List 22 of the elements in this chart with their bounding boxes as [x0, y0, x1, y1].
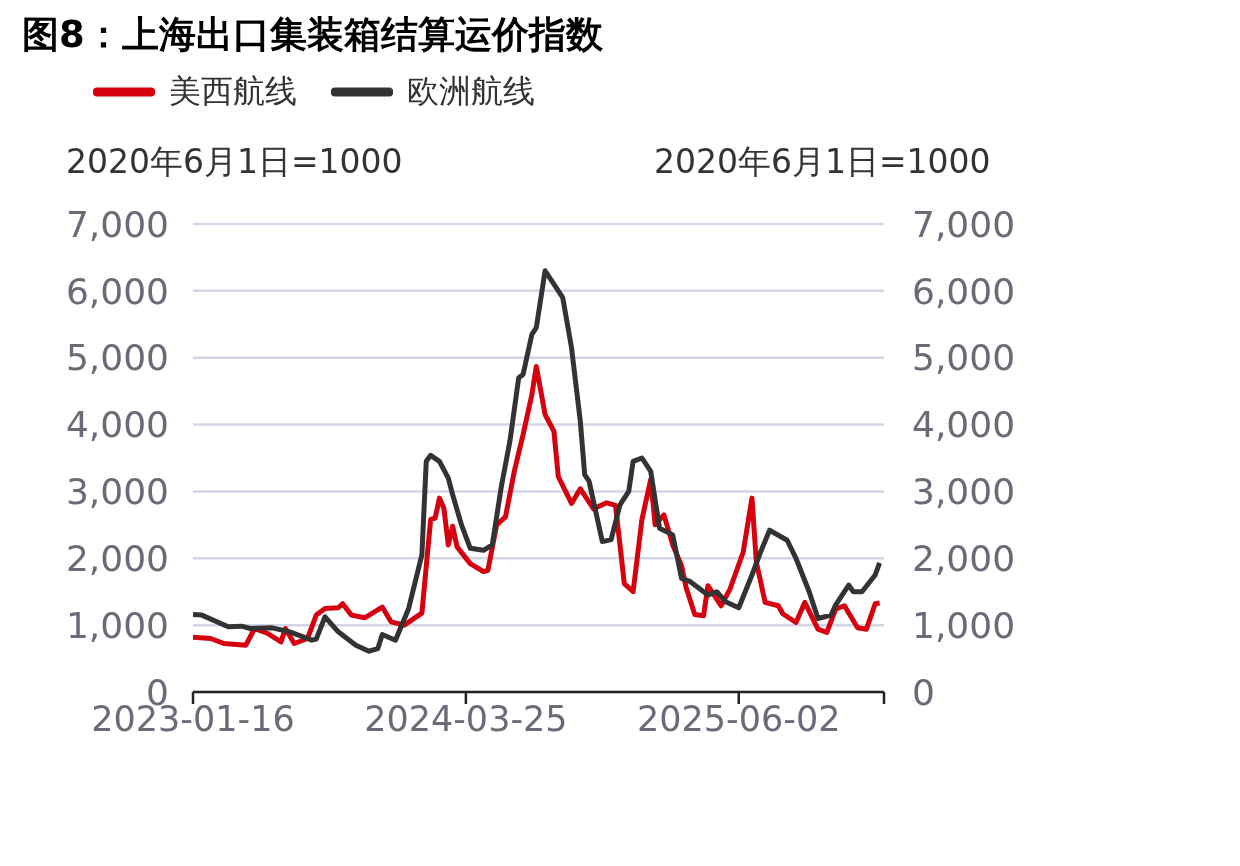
y2-tick-label: 4,000 [912, 404, 1016, 446]
y2-tick-label: 7,000 [912, 203, 1016, 245]
y-axis-title: 2020年6月1日=1000 [66, 141, 403, 183]
y-tick-label: 7,000 [65, 203, 169, 245]
legend-label: 美西航线 [169, 71, 297, 112]
y2-axis-title: 2020年6月1日=1000 [654, 141, 991, 183]
y-tick-label: 4,000 [65, 404, 169, 446]
legend-label: 欧洲航线 [407, 71, 535, 112]
y-tick-label: 1,000 [65, 604, 169, 646]
y2-tick-label: 5,000 [912, 337, 1016, 379]
y-tick-label: 5,000 [65, 337, 169, 379]
x-tick-label: 2025-06-02 [637, 698, 841, 739]
y-tick-label: 6,000 [65, 270, 169, 312]
y2-tick-label: 1,000 [912, 604, 1016, 646]
chart-title: 图8：上海出口集装箱结算运价指数 [22, 12, 603, 58]
y2-tick-label: 2,000 [912, 538, 1016, 580]
y2-tick-label: 3,000 [912, 471, 1016, 513]
x-tick-label: 2024-03-25 [364, 698, 568, 739]
y2-tick-label: 6,000 [912, 270, 1016, 312]
y-tick-label: 3,000 [65, 471, 169, 513]
y2-tick-label: 0 [912, 671, 935, 713]
y-tick-label: 2,000 [65, 538, 169, 580]
